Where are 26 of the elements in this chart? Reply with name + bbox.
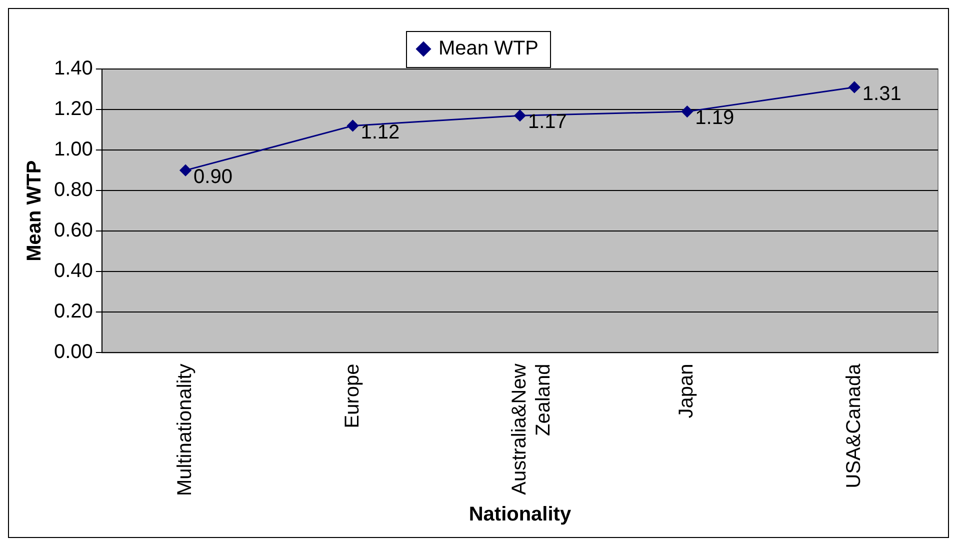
x-tick-label: USA&Canada bbox=[842, 362, 865, 488]
y-tick-label: 0.60 bbox=[54, 220, 93, 242]
x-tick-label: Multinationality bbox=[174, 364, 196, 496]
y-tick-label: 0.20 bbox=[54, 300, 93, 323]
data-label: 1.31 bbox=[862, 82, 902, 105]
data-label: 1.19 bbox=[695, 107, 734, 130]
point bbox=[848, 81, 860, 93]
x-tick-label: Australia&New Zealand bbox=[508, 363, 554, 495]
data-label: 1.17 bbox=[528, 111, 567, 134]
x-tick-label: Japan bbox=[676, 364, 698, 418]
x-axis-title: Nationality bbox=[468, 504, 572, 526]
y-tick-label: 1.20 bbox=[54, 98, 93, 120]
y-tick-label: 0.40 bbox=[54, 260, 93, 282]
point bbox=[180, 164, 192, 176]
y-tick-label: 0.00 bbox=[54, 341, 93, 364]
point bbox=[681, 106, 693, 118]
legend-label: Mean WTP bbox=[438, 38, 539, 60]
y-axis-title: Mean WTP bbox=[24, 160, 46, 262]
point bbox=[347, 120, 358, 132]
point bbox=[514, 110, 526, 122]
data-label: 1.12 bbox=[360, 121, 400, 144]
data-label: 0.90 bbox=[194, 166, 232, 188]
y-tick-label: 0.80 bbox=[54, 179, 93, 202]
x-tick-label: Europe bbox=[341, 364, 364, 428]
y-tick-label: 1.40 bbox=[54, 58, 93, 80]
y-tick-label: 1.00 bbox=[54, 138, 93, 161]
